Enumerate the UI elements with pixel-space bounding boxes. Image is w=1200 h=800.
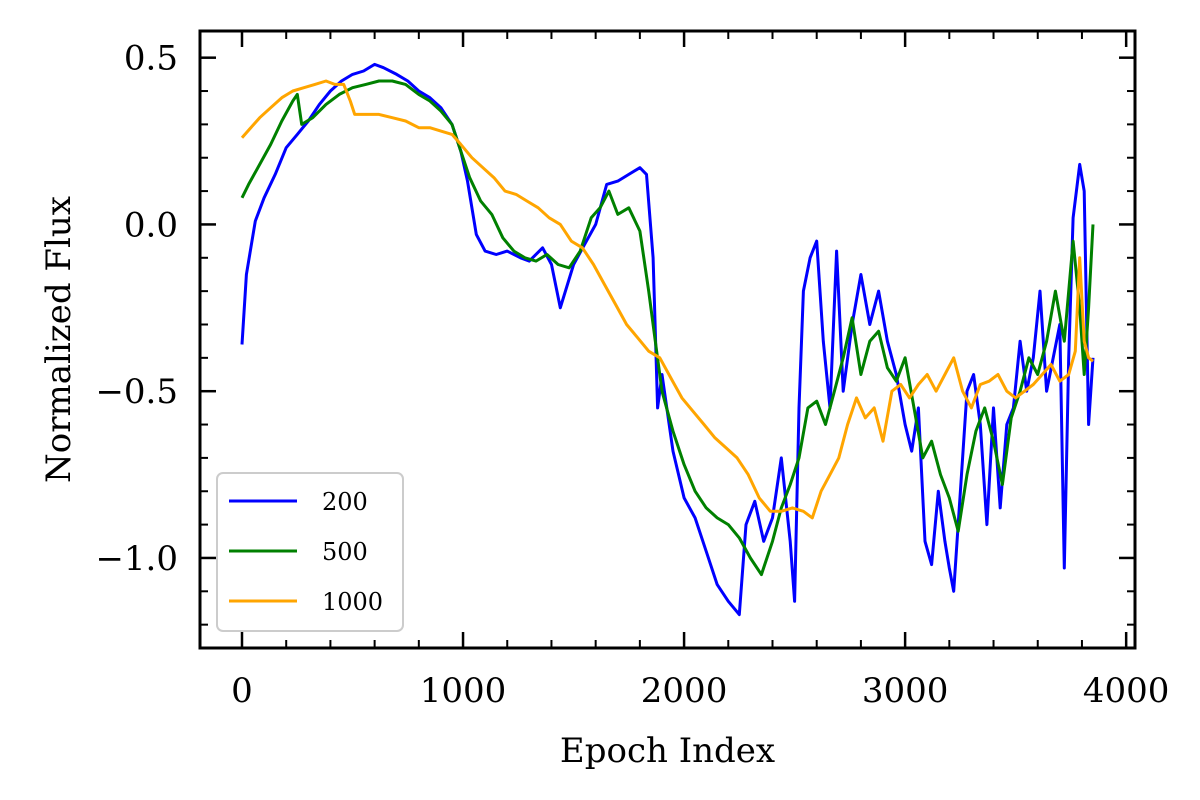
series-layer bbox=[240, 62, 1095, 617]
tick-layer: 0 1000 2000 3000 4000 0.5 0.0 −0.5 −1.0 bbox=[95, 31, 1169, 711]
y-axis-label: Normalized Flux bbox=[39, 196, 79, 483]
y-tick-label: 0.5 bbox=[124, 39, 178, 79]
legend-label-1000: 1000 bbox=[322, 588, 383, 616]
x-tick-label: 0 bbox=[231, 671, 253, 711]
y-tick-label: −1.0 bbox=[95, 539, 178, 579]
legend-label-200: 200 bbox=[322, 488, 368, 516]
x-tick-label: 2000 bbox=[641, 671, 728, 711]
legend: 200 500 1000 bbox=[216, 472, 404, 632]
y-tick-label: −0.5 bbox=[95, 372, 178, 412]
series-line-200 bbox=[240, 62, 1095, 617]
x-tick-label: 1000 bbox=[420, 671, 507, 711]
series-line-500 bbox=[240, 79, 1095, 577]
legend-label-500: 500 bbox=[322, 538, 368, 566]
legend-box bbox=[216, 472, 404, 632]
series-line-1000 bbox=[240, 79, 1094, 520]
x-tick-label: 4000 bbox=[1083, 671, 1170, 711]
x-axis-label: Epoch Index bbox=[560, 731, 775, 771]
x-tick-label: 3000 bbox=[862, 671, 949, 711]
y-tick-label: 0.0 bbox=[124, 205, 178, 245]
plot-frame bbox=[198, 29, 1137, 650]
